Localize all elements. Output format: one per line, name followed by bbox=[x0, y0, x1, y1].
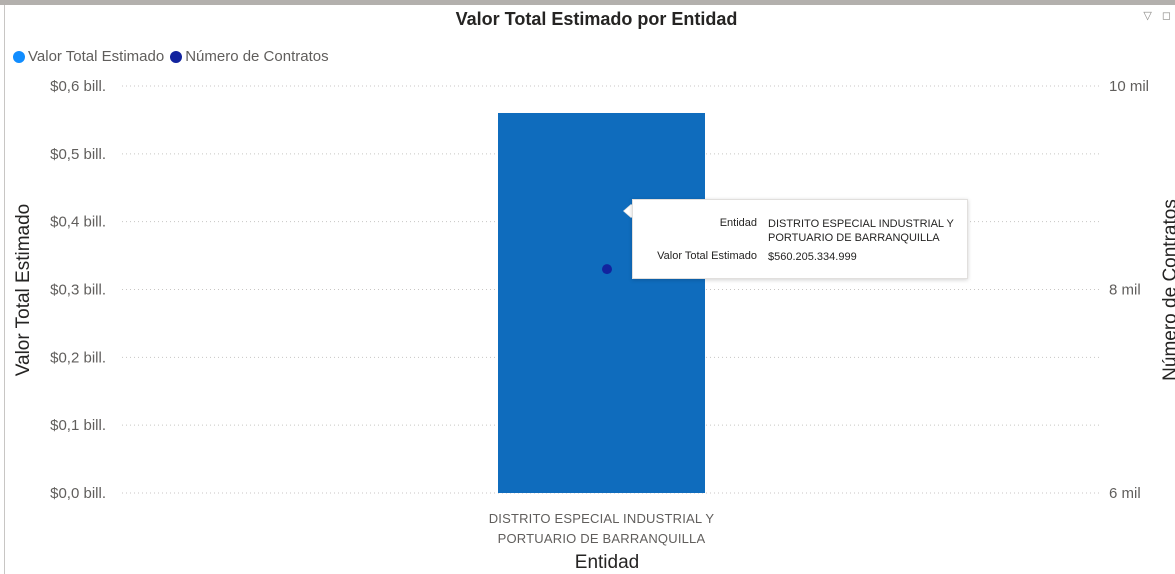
y-axis-title: Valor Total Estimado bbox=[13, 204, 34, 377]
visual-top-border bbox=[0, 0, 1175, 5]
chart-legend: Valor Total Estimado Número de Contratos bbox=[13, 48, 335, 65]
y2-tick-label: 10 mil bbox=[1109, 78, 1149, 95]
legend-label: Número de Contratos bbox=[185, 48, 329, 65]
chart-title: Valor Total Estimado por Entidad bbox=[455, 9, 738, 29]
y2-tick-label: 8 mil bbox=[1109, 282, 1141, 299]
y-tick-label: $0,1 bill. bbox=[50, 417, 106, 434]
y-tick-label: $0,5 bill. bbox=[50, 146, 106, 163]
tooltip-value: $560.205.334.999 bbox=[768, 251, 857, 263]
y-tick-label: $0,3 bill. bbox=[50, 282, 106, 299]
focus-mode-icon[interactable]: ◻ bbox=[1161, 10, 1171, 22]
tooltip-value: DISTRITO ESPECIAL INDUSTRIAL Y PORTUARIO… bbox=[768, 218, 954, 244]
legend-item-valor[interactable]: Valor Total Estimado bbox=[13, 48, 164, 65]
bar-valor-total bbox=[498, 112, 705, 493]
x-axis-title: Entidad bbox=[575, 552, 639, 573]
tooltip-key: Valor Total Estimado bbox=[657, 250, 757, 262]
y-tick-label: $0,6 bill. bbox=[50, 78, 106, 95]
tooltip-key: Entidad bbox=[719, 217, 757, 229]
legend-swatch bbox=[170, 50, 183, 63]
tooltip-pointer bbox=[624, 204, 632, 218]
legend-swatch bbox=[13, 50, 25, 63]
legend-item-contratos[interactable]: Número de Contratos bbox=[170, 48, 329, 65]
data-tooltip: Entidad DISTRITO ESPECIAL INDUSTRIAL Y P… bbox=[632, 199, 968, 279]
visual-header-icons: ▽ ◻ bbox=[1143, 10, 1171, 22]
x-category-label: PORTUARIO DE BARRANQUILLA bbox=[498, 531, 706, 546]
y2-axis-title: Número de Contratos bbox=[1160, 199, 1175, 381]
y2-tick-label: 6 mil bbox=[1109, 485, 1141, 502]
y-tick-label: $0,0 bill. bbox=[50, 485, 106, 502]
legend-label: Valor Total Estimado bbox=[28, 48, 165, 65]
filter-icon[interactable]: ▽ bbox=[1143, 10, 1152, 22]
visual-left-border bbox=[4, 5, 5, 574]
y-tick-label: $0,4 bill. bbox=[50, 214, 106, 231]
point-numero-contratos bbox=[602, 264, 612, 275]
x-category-label: DISTRITO ESPECIAL INDUSTRIAL Y bbox=[489, 511, 715, 526]
y-tick-label: $0,2 bill. bbox=[50, 349, 106, 366]
